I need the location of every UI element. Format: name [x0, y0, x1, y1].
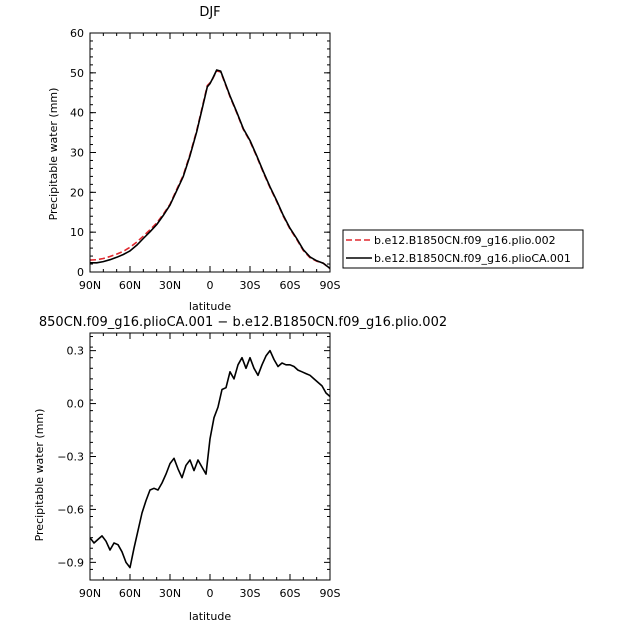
bottom-panel-title: 850CN.f09_g16.plioCA.001 − b.e12.B1850CN… [39, 315, 447, 330]
y-tick-label-1-2: −0.3 [57, 451, 84, 464]
x-tick-label-0-5: 60S [280, 279, 301, 292]
plot-frame-1 [89, 332, 331, 581]
series-line-0-0 [89, 70, 331, 270]
top-x-axis-label: latitude [189, 300, 231, 313]
bottom-x-axis-label: latitude [189, 610, 231, 623]
top-plot-area: 0 10 20 30 40 50 60 90N 60N 30N 0 30S 60S 90S [70, 27, 341, 292]
x-tick-label-0-1: 60N [119, 279, 141, 292]
top-panel: DJF Precipitable water (mm) 0 10 20 30 40 50 6… [47, 5, 341, 313]
series-line-1-0 [89, 349, 331, 569]
y-tick-label-0-6: 60 [70, 27, 84, 40]
bottom-y-axis-label: Precipitable water (mm) [33, 409, 46, 542]
series-line-0-1 [90, 69, 331, 270]
legend-label-plio: b.e12.B1850CN.f09_g16.plio.002 [374, 234, 556, 247]
y-tick-label-1-3: 0.0 [67, 398, 85, 411]
x-tick-label-1-4: 30S [240, 587, 261, 600]
top-y-axis-label: Precipitable water (mm) [47, 88, 60, 221]
y-tick-label-1-0: −0.9 [57, 556, 84, 569]
legend-label-plioca: b.e12.B1850CN.f09_g16.plioCA.001 [374, 252, 571, 265]
y-tick-label-1-1: −0.6 [57, 503, 84, 516]
legend-box [342, 229, 584, 269]
x-tick-label-0-3: 0 [207, 279, 214, 292]
x-tick-label-1-3: 0 [207, 587, 214, 600]
x-tick-label-1-5: 60S [280, 587, 301, 600]
x-tick-label-1-1: 60N [119, 587, 141, 600]
x-tick-label-0-0: 90N [79, 279, 101, 292]
y-tick-label-0-1: 10 [70, 226, 84, 239]
x-tick-label-0-6: 90S [320, 279, 341, 292]
y-tick-label-1-4: 0.3 [67, 345, 85, 358]
y-tick-label-0-0: 0 [77, 266, 84, 279]
bottom-plot-area: −0.9 −0.6 −0.3 0.0 0.3 90N 60N 30N 0 30S 60S 90S [57, 332, 341, 600]
x-tick-label-1-0: 90N [79, 587, 101, 600]
x-tick-label-1-6: 90S [320, 587, 341, 600]
y-tick-label-0-5: 50 [70, 67, 84, 80]
x-tick-label-0-4: 30S [240, 279, 261, 292]
x-tick-label-1-2: 30N [159, 587, 181, 600]
bottom-panel: 850CN.f09_g16.plioCA.001 − b.e12.B1850CN… [33, 315, 447, 623]
x-tick-label-0-2: 30N [159, 279, 181, 292]
top-panel-title: DJF [199, 5, 220, 20]
y-tick-label-0-3: 30 [70, 147, 84, 160]
y-tick-label-0-4: 40 [70, 107, 84, 120]
legend: b.e12.B1850CN.f09_g16.plio.002 b.e12.B18… [342, 229, 584, 269]
y-tick-label-0-2: 20 [70, 186, 84, 199]
